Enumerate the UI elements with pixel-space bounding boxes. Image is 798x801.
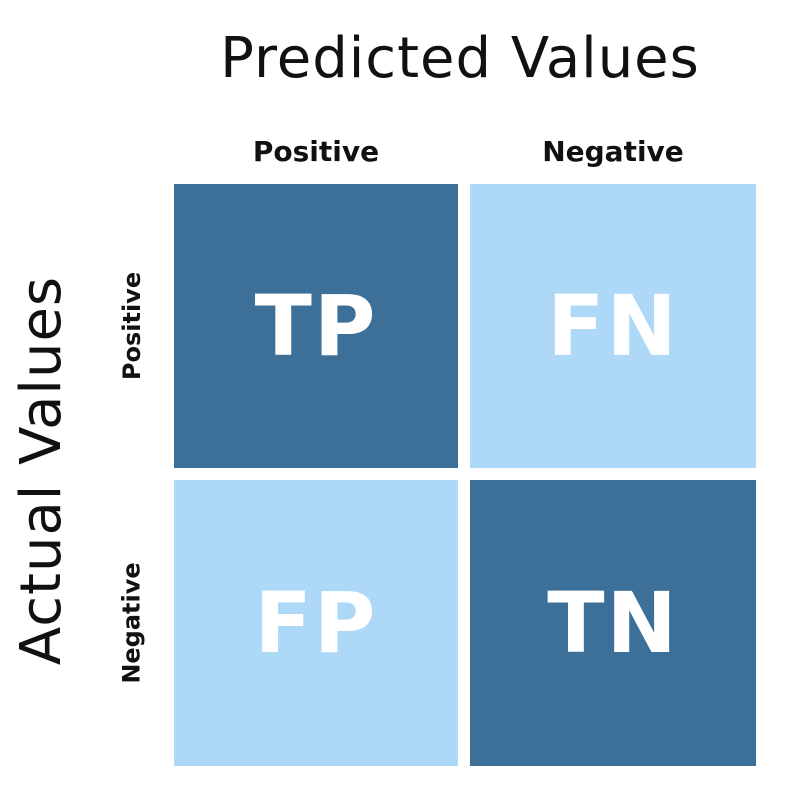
- row-label-negative: Negative: [118, 562, 147, 684]
- cell-true-negative: TN: [470, 480, 756, 766]
- actual-values-title: Actual Values: [9, 275, 75, 665]
- cell-false-positive: FP: [174, 480, 458, 766]
- row-label-positive-wrapper: Positive: [108, 184, 156, 468]
- actual-values-title-wrapper: Actual Values: [2, 180, 82, 760]
- column-label-positive: Positive: [252, 135, 380, 168]
- predicted-values-title: Predicted Values: [220, 26, 700, 91]
- row-label-negative-wrapper: Negative: [108, 480, 156, 766]
- cell-false-negative: FN: [470, 184, 756, 468]
- column-label-negative: Negative: [542, 135, 684, 168]
- cell-true-positive: TP: [174, 184, 458, 468]
- row-label-positive: Positive: [118, 271, 146, 381]
